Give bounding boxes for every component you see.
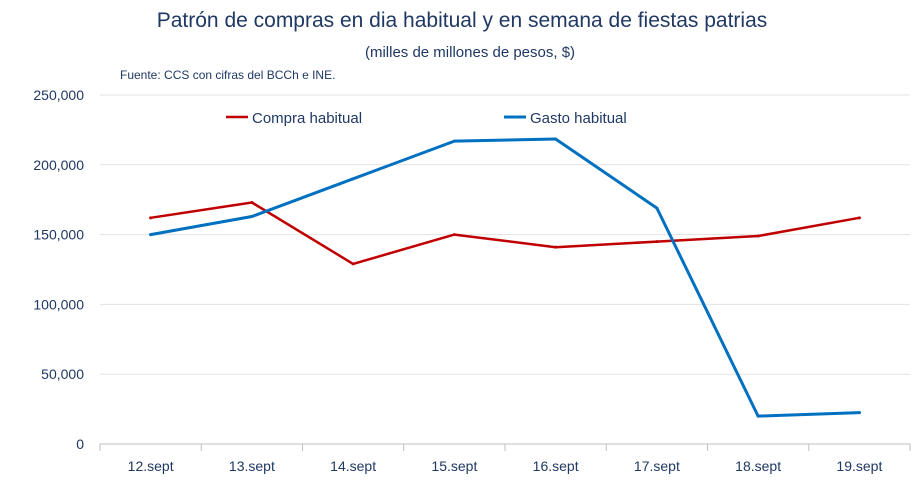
x-tick-label: 17.sept — [634, 458, 680, 474]
data-point — [554, 137, 558, 141]
x-axis: 12.sept 13.sept 14.sept 15.sept 16.sept 17.se… — [99, 443, 911, 474]
chart-subtitle: (milles de millones de pesos, $) — [365, 44, 575, 61]
y-tick-label: 200,000 — [33, 157, 84, 173]
legend-label: Compra habitual — [252, 110, 362, 127]
x-tick-label: 12.sept — [128, 458, 174, 474]
data-point — [149, 233, 153, 237]
x-tick-label: 14.sept — [330, 458, 376, 474]
data-point — [250, 214, 254, 218]
series-line-2 — [149, 137, 861, 418]
series-lines — [149, 137, 861, 418]
data-point — [857, 216, 861, 220]
data-point — [756, 234, 760, 238]
series-line-1 — [149, 201, 861, 266]
y-tick-label: 150,000 — [33, 227, 84, 243]
y-tick-label: 0 — [76, 436, 84, 452]
legend: Compra habitual Gasto habitual — [226, 110, 627, 127]
data-point — [756, 414, 760, 418]
chart-title: Patrón de compras en dia habitual y en s… — [157, 9, 768, 32]
y-tick-label: 100,000 — [33, 296, 84, 312]
y-axis: 0 50,000 100,000 150,000 200,000 250,000 — [33, 87, 84, 452]
x-tick-label: 13.sept — [229, 458, 275, 474]
data-point — [149, 216, 153, 220]
y-tick-label: 50,000 — [41, 366, 84, 382]
legend-label: Gasto habitual — [530, 110, 627, 127]
data-point — [655, 206, 659, 210]
x-tick-label: 16.sept — [533, 458, 579, 474]
gridlines — [100, 94, 910, 375]
data-point — [857, 411, 861, 415]
y-tick-label: 250,000 — [33, 87, 84, 103]
data-point — [250, 200, 254, 204]
data-point — [452, 139, 456, 143]
data-point — [351, 262, 355, 266]
x-tick-label: 18.sept — [735, 458, 781, 474]
data-point — [351, 177, 355, 181]
data-point — [655, 240, 659, 244]
data-point — [452, 233, 456, 237]
source-note: Fuente: CCS con cifras del BCCh e INE. — [120, 68, 335, 82]
x-tick-label: 19.sept — [836, 458, 882, 474]
data-point — [554, 245, 558, 249]
x-tick-label: 15.sept — [431, 458, 477, 474]
